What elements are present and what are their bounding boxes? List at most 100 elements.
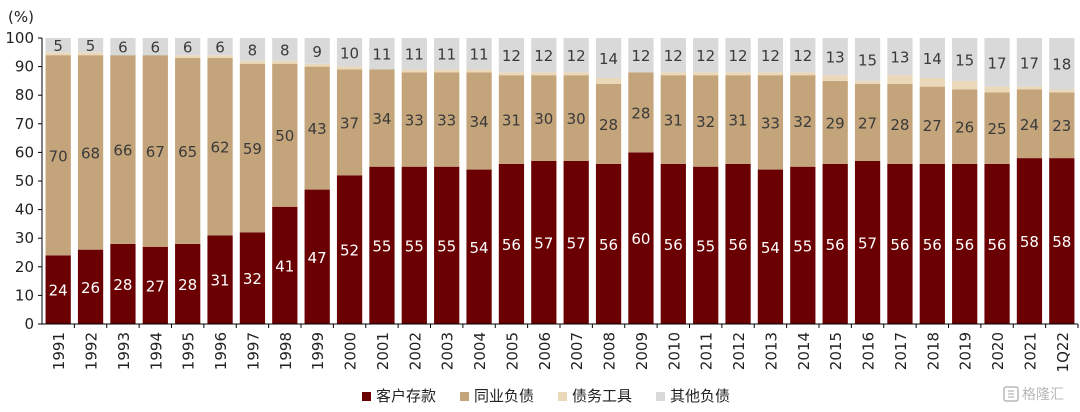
bar-segment <box>887 83 913 164</box>
data-label: 56 <box>890 236 909 254</box>
bar-segment <box>1049 158 1075 324</box>
bar-segment <box>498 75 525 164</box>
data-label: 13 <box>826 49 845 67</box>
x-tick-label: 2020 <box>989 332 1007 370</box>
bar-segment <box>45 55 71 256</box>
x-tick-label: 2010 <box>665 332 683 370</box>
data-label: 33 <box>437 112 456 130</box>
bar-segment <box>1049 89 1075 93</box>
bar-segment <box>984 163 1010 324</box>
bar-segment <box>401 69 427 73</box>
data-label: 55 <box>793 237 812 255</box>
data-label: 41 <box>275 257 294 275</box>
bar-segment <box>854 80 881 84</box>
data-label: 23 <box>1052 117 1071 135</box>
bar-segment <box>1049 38 1075 90</box>
data-label: 43 <box>308 120 327 138</box>
bar-segment <box>595 78 622 84</box>
bar-segment <box>595 38 622 79</box>
bar-segment <box>498 72 525 76</box>
data-label: 68 <box>81 144 100 162</box>
bar-segment <box>887 163 913 324</box>
data-label: 59 <box>243 140 262 158</box>
data-label: 12 <box>729 47 748 65</box>
bar-segment <box>919 38 945 79</box>
bar-segment <box>919 78 945 87</box>
data-label: 31 <box>729 112 748 130</box>
bar-segment <box>45 52 71 56</box>
x-tick-label: 1Q22 <box>1054 332 1072 372</box>
bar-segment <box>531 38 557 73</box>
legend: 客户存款 同业负债 债务工具 其他负债 <box>362 387 730 405</box>
bar-segment <box>175 243 201 324</box>
x-tick-label: 2013 <box>762 332 780 370</box>
data-label: 31 <box>211 272 230 290</box>
x-tick-label: 2018 <box>924 332 942 370</box>
watermark-text: 格隆汇 <box>1022 387 1064 403</box>
data-label: 9 <box>312 43 322 61</box>
data-label: 50 <box>275 127 294 145</box>
data-label: 11 <box>372 46 391 64</box>
bar-segment <box>45 38 71 53</box>
bar-segment <box>854 83 881 161</box>
legend-swatch <box>558 392 567 401</box>
bar-segment <box>822 75 848 81</box>
bar-segment <box>239 63 266 233</box>
x-tick-label: 2009 <box>633 332 651 370</box>
data-label: 32 <box>793 113 812 131</box>
data-label: 55 <box>696 237 715 255</box>
data-label: 10 <box>340 44 359 62</box>
bar-segment <box>336 38 363 67</box>
bar-segment <box>272 63 298 207</box>
data-label: 55 <box>372 237 391 255</box>
bar-segment <box>77 55 104 250</box>
bar-segment <box>401 166 427 324</box>
data-label: 15 <box>955 51 974 69</box>
bar-segment <box>207 55 233 59</box>
data-label: 37 <box>340 114 359 132</box>
y-tick-label: 100 <box>5 29 34 47</box>
bar-segment <box>725 38 751 73</box>
x-tick-label: 1991 <box>50 332 68 370</box>
x-tick-label: 1996 <box>212 332 230 370</box>
bar-segment <box>239 60 266 64</box>
data-label: 57 <box>534 234 553 252</box>
x-axis: 1991 1992 1993 1994 1995 1996 1997 1998 1999 2000… <box>42 323 1079 372</box>
bar-segment <box>563 38 589 73</box>
bar-segment <box>919 163 945 324</box>
bar-segment <box>239 38 266 61</box>
bar-segment <box>693 72 719 76</box>
bar-segment <box>142 55 168 247</box>
y-tick-label: 90 <box>15 58 34 76</box>
bar-segment <box>1016 38 1043 87</box>
bar-segment <box>822 80 848 164</box>
bar-segment <box>434 72 460 167</box>
bar-segment <box>952 89 978 164</box>
data-label: 28 <box>113 276 132 294</box>
bar-segment <box>175 58 201 244</box>
data-label: 30 <box>534 110 553 128</box>
data-label: 58 <box>1052 233 1071 251</box>
data-label: 11 <box>437 46 456 64</box>
legend-swatch <box>362 392 371 401</box>
bar-segment <box>207 58 233 236</box>
data-label: 56 <box>664 236 683 254</box>
bar-segment <box>919 86 945 164</box>
data-label: 28 <box>631 104 650 122</box>
bar-segment <box>434 38 460 70</box>
data-label: 25 <box>988 120 1007 138</box>
bar-segment <box>725 75 751 164</box>
data-label: 12 <box>534 47 553 65</box>
data-label: 17 <box>1020 54 1039 72</box>
x-tick-label: 1995 <box>180 332 198 370</box>
bar-segment <box>175 55 201 59</box>
bar-segment <box>272 206 298 324</box>
bar-segment <box>77 52 104 56</box>
x-tick-label: 1997 <box>244 332 262 370</box>
y-tick-label: 30 <box>15 229 34 247</box>
bar-segment <box>952 163 978 324</box>
data-label: 15 <box>858 51 877 69</box>
x-tick-label: 2007 <box>568 332 586 370</box>
x-tick-label: 2016 <box>860 332 878 370</box>
